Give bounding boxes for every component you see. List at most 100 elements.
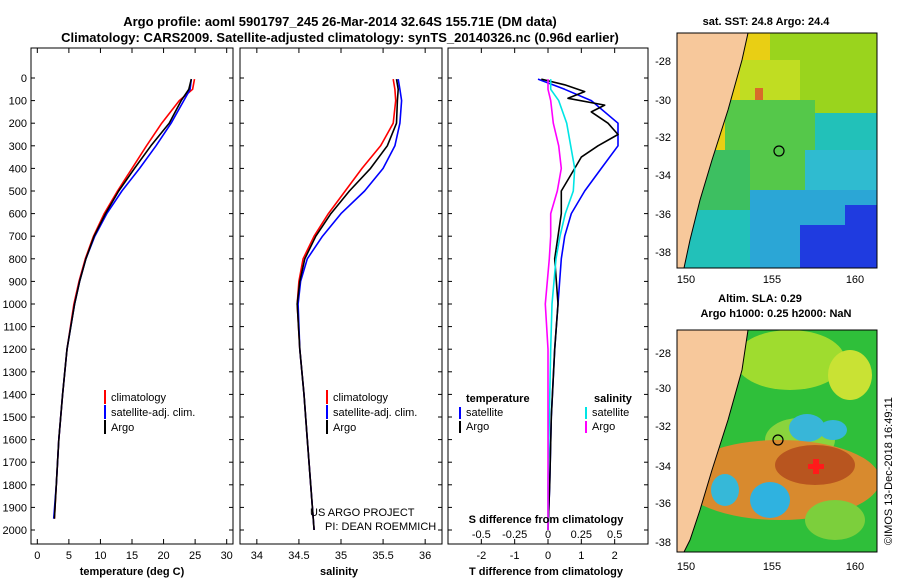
legend-label-satellite: satellite-adj. clim. bbox=[333, 407, 417, 419]
depth-tick-label: 1700 bbox=[3, 457, 27, 469]
salinity-diff-tick-label: -0.5 bbox=[472, 529, 491, 541]
depth-tick-label: 1500 bbox=[3, 412, 27, 424]
x-tick-label: -1 bbox=[510, 550, 520, 562]
sst-xtick: 155 bbox=[763, 274, 781, 286]
difference-legend: temperature satellite Argo salinity sate… bbox=[459, 393, 633, 433]
depth-tick-label: 1300 bbox=[3, 367, 27, 379]
legend-label-sal-argo: Argo bbox=[592, 421, 615, 433]
sst-xtick: 150 bbox=[677, 274, 695, 286]
depth-tick-label: 0 bbox=[21, 73, 27, 85]
temperature-axes-box bbox=[30, 47, 234, 545]
depth-tick-label: 2000 bbox=[3, 525, 27, 537]
sla-map: Altim. SLA: 0.29 Argo h1000: 0.25 h2000:… bbox=[655, 293, 878, 573]
legend-label-climatology: climatology bbox=[111, 392, 167, 404]
series-line-salinity-argo bbox=[544, 79, 563, 530]
x-tick-label: -2 bbox=[476, 550, 486, 562]
temperature-lines bbox=[52, 78, 196, 519]
sst-map-title: sat. SST: 24.8 Argo: 24.4 bbox=[703, 16, 831, 28]
sla-map-frame bbox=[676, 329, 878, 553]
credit-line2: PI: DEAN ROEMMICH bbox=[325, 521, 436, 533]
salinity-diff-tick-label: 0.5 bbox=[607, 529, 622, 541]
sla-map-title2: Argo h1000: 0.25 h2000: NaN bbox=[700, 308, 851, 320]
legend-title-salinity: salinity bbox=[594, 393, 633, 405]
sst-map: sat. SST: 24.8 Argo: 24.4 -28 -30 -32 bbox=[655, 16, 878, 286]
sst-ytick: -32 bbox=[655, 132, 671, 144]
x-tick-label: 36 bbox=[419, 550, 431, 562]
temperature-xlabel: temperature (deg C) bbox=[80, 566, 185, 578]
x-tick-label: 15 bbox=[126, 550, 138, 562]
sla-map-yticks: -28 -30 -32 -34 -36 -38 bbox=[655, 348, 671, 549]
depth-tick-label: 1200 bbox=[3, 344, 27, 356]
sst-xtick: 160 bbox=[846, 274, 864, 286]
difference-top-label: S difference from climatology bbox=[469, 514, 625, 526]
x-tick-label: 0 bbox=[545, 550, 551, 562]
difference-panel: -2 -1 0 1 2 T difference from climatology S … bbox=[447, 47, 649, 578]
legend-label-sal-satellite: satellite bbox=[592, 407, 629, 419]
x-tick-label: 34.5 bbox=[288, 550, 309, 562]
sst-map-frame bbox=[676, 32, 878, 269]
sst-ytick: -30 bbox=[655, 95, 671, 107]
depth-tick-label: 1600 bbox=[3, 435, 27, 447]
x-tick-label: 5 bbox=[66, 550, 72, 562]
sst-ytick: -28 bbox=[655, 56, 671, 68]
salinity-panel: 34 34.5 35 35.5 36 salinity climatology sate… bbox=[239, 47, 443, 578]
depth-tick-label: 400 bbox=[9, 163, 27, 175]
depth-tick-label: 200 bbox=[9, 118, 27, 130]
sla-xtick: 150 bbox=[677, 561, 695, 573]
sst-ytick: -38 bbox=[655, 247, 671, 259]
sst-ytick: -34 bbox=[655, 170, 671, 182]
legend-label-temp-satellite: satellite bbox=[466, 407, 503, 419]
sla-ytick: -28 bbox=[655, 348, 671, 360]
depth-tick-label: 100 bbox=[9, 96, 27, 108]
x-tick-label: 1 bbox=[578, 550, 584, 562]
salinity-diff-tick-label: 0 bbox=[545, 529, 551, 541]
salinity-xlabel: salinity bbox=[320, 566, 359, 578]
depth-tick-label: 700 bbox=[9, 231, 27, 243]
x-tick-label: 35.5 bbox=[372, 550, 393, 562]
title-line1: Argo profile: aoml 5901797_245 26-Mar-20… bbox=[123, 14, 557, 29]
salinity-difference-ticks: -0.5 -0.25 0 0.25 0.5 bbox=[472, 529, 622, 541]
sla-xtick: 155 bbox=[763, 561, 781, 573]
sst-ytick: -36 bbox=[655, 209, 671, 221]
depth-tick-label: 1800 bbox=[3, 480, 27, 492]
legend-label-temp-argo: Argo bbox=[466, 421, 489, 433]
sla-map-title1: Altim. SLA: 0.29 bbox=[718, 293, 802, 305]
x-tick-label: 0 bbox=[34, 550, 40, 562]
legend-label-argo: Argo bbox=[333, 422, 356, 434]
depth-tick-label: 800 bbox=[9, 254, 27, 266]
salinity-axes-box bbox=[239, 47, 443, 545]
legend-title-temperature: temperature bbox=[466, 393, 530, 405]
depth-tick-label: 600 bbox=[9, 209, 27, 221]
sla-ytick: -34 bbox=[655, 461, 671, 473]
depth-tick-label: 300 bbox=[9, 141, 27, 153]
sla-map-image bbox=[677, 330, 877, 552]
x-tick-label: 30 bbox=[221, 550, 233, 562]
depth-tick-label: 500 bbox=[9, 186, 27, 198]
depth-tick-label: 1000 bbox=[3, 299, 27, 311]
x-tick-label: 10 bbox=[94, 550, 106, 562]
series-line-salinity-satellite bbox=[547, 79, 576, 530]
depth-tick-label: 1900 bbox=[3, 502, 27, 514]
difference-lines bbox=[537, 78, 619, 531]
salinity-lines bbox=[296, 78, 403, 531]
legend-label-argo: Argo bbox=[111, 422, 134, 434]
sst-map-image bbox=[677, 33, 877, 268]
sla-ytick: -32 bbox=[655, 421, 671, 433]
depth-tick-label: 1100 bbox=[3, 322, 27, 334]
temperature-x-ticks: 0 5 10 15 20 25 30 bbox=[31, 48, 233, 562]
salinity-diff-tick-label: 0.25 bbox=[571, 529, 592, 541]
legend-label-satellite: satellite-adj. clim. bbox=[111, 407, 195, 419]
x-tick-label: 20 bbox=[157, 550, 169, 562]
sla-ytick: -38 bbox=[655, 537, 671, 549]
series-line-argo bbox=[296, 78, 400, 531]
series-line-climatology bbox=[296, 78, 397, 531]
temperature-legend: climatology satellite-adj. clim. Argo bbox=[104, 390, 195, 434]
credit-line1: US ARGO PROJECT bbox=[310, 507, 415, 519]
sla-ytick: -36 bbox=[655, 498, 671, 510]
x-tick-label: 25 bbox=[189, 550, 201, 562]
x-tick-label: 34 bbox=[251, 550, 263, 562]
difference-x-ticks: -2 -1 0 1 2 bbox=[448, 48, 648, 562]
series-line-argo bbox=[53, 78, 193, 519]
legend-label-climatology: climatology bbox=[333, 392, 389, 404]
